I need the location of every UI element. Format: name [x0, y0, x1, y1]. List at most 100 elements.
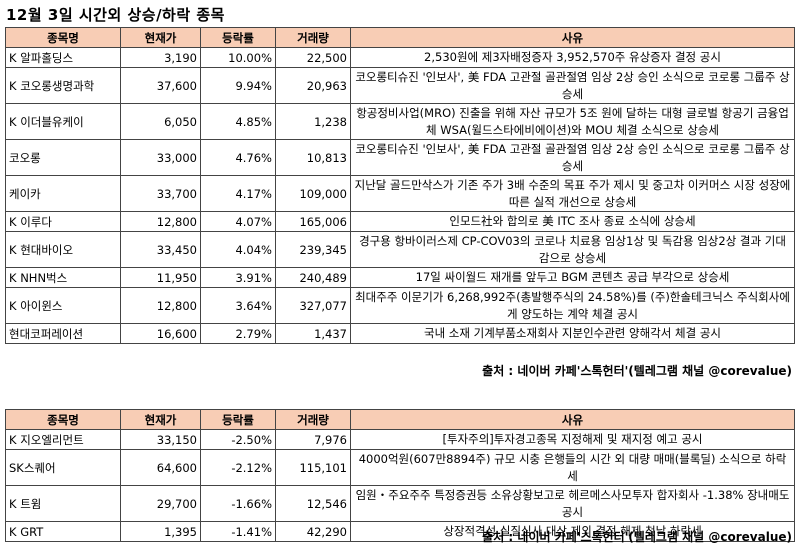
volume-cell: 115,101 — [275, 449, 351, 486]
volume-cell: 12,546 — [275, 485, 351, 522]
header-reason: 사유 — [350, 27, 795, 48]
price-cell: 33,150 — [120, 429, 201, 450]
reason-cell: 항공정비사업(MRO) 진출을 위해 자산 규모가 5조 원에 달하는 대형 글… — [350, 103, 795, 140]
stock-name-cell: K NHN벅스 — [5, 267, 121, 288]
page-title: 12월 3일 시간외 상승/하락 종목 — [6, 6, 225, 24]
reason-cell: 임원・주요주주 특정증권등 소유상황보고로 헤르메스사모투자 합자회사 -1.3… — [350, 485, 795, 522]
volume-cell: 42,290 — [275, 521, 351, 542]
table-row: 케이카 33,700 4.17% 109,000 지난달 골드만삭스가 기존 주가 3배… — [5, 175, 795, 212]
price-cell: 1,395 — [120, 521, 201, 542]
stock-name-cell: K 현대바이오 — [5, 231, 121, 268]
change-rate-cell: 4.76% — [200, 139, 276, 176]
change-rate-cell: 3.91% — [200, 267, 276, 288]
volume-cell: 20,963 — [275, 67, 351, 104]
change-rate-cell: 10.00% — [200, 47, 276, 68]
table-row: K NHN벅스 11,950 3.91% 240,489 17일 싸이월드 재개를 앞두… — [5, 267, 795, 288]
source-note: 출처 : 네이버 카페'스톡헌터'(텔레그램 채널 @corevalue) — [482, 530, 792, 544]
reason-cell: 2,530원에 제3자배정증자 3,952,570주 유상증자 결정 공시 — [350, 47, 795, 68]
reason-cell: 17일 싸이월드 재개를 앞두고 BGM 콘텐츠 공급 부각으로 상승세 — [350, 267, 795, 288]
table-row: K 이더블유케이 6,050 4.85% 1,238 항공정비사업(MRO) 진출을 위… — [5, 103, 795, 140]
volume-cell: 22,500 — [275, 47, 351, 68]
stock-name-cell: K 알파홀딩스 — [5, 47, 121, 68]
change-rate-cell: -2.12% — [200, 449, 276, 486]
header-price: 현재가 — [120, 27, 201, 48]
change-rate-cell: -2.50% — [200, 429, 276, 450]
change-rate-cell: 4.07% — [200, 211, 276, 232]
table-row: 현대코퍼레이션 16,600 2.79% 1,437 국내 소재 기계부품소재회사 지분… — [5, 323, 795, 344]
table-row: K 트윔 29,700 -1.66% 12,546 임원・주요주주 특정증권등 소유상황… — [5, 485, 795, 522]
header-name: 종목명 — [5, 27, 121, 48]
change-rate-cell: 2.79% — [200, 323, 276, 344]
reason-cell: 최대주주 이문기가 6,268,992주(총발행주식의 24.58%)를 (주)… — [350, 287, 795, 324]
stock-name-cell: 현대코퍼레이션 — [5, 323, 121, 344]
header-reason: 사유 — [350, 409, 795, 430]
price-cell: 12,800 — [120, 211, 201, 232]
falling-stocks-table: 종목명 현재가 등락률 거래량 사유 K 지오엘리먼트 33,150 -2.50% 7… — [5, 409, 795, 542]
table-row: K 알파홀딩스 3,190 10.00% 22,500 2,530원에 제3자배정증자 … — [5, 47, 795, 68]
reason-cell: 지난달 골드만삭스가 기존 주가 3배 수준의 목표 주가 제시 및 중고차 이… — [350, 175, 795, 212]
header-volume: 거래량 — [275, 409, 351, 430]
table-row: SK스퀘어 64,600 -2.12% 115,101 4000억원(607만8894주… — [5, 449, 795, 486]
header-name: 종목명 — [5, 409, 121, 430]
source-note: 출처 : 네이버 카페'스톡헌터'(텔레그램 채널 @corevalue) — [482, 364, 792, 378]
table-row: K 이루다 12,800 4.07% 165,006 인모드社와 합의로 美 ITC 조… — [5, 211, 795, 232]
change-rate-cell: 4.04% — [200, 231, 276, 268]
reason-cell: 코오롱티슈진 '인보사', 美 FDA 고관절 골관절염 임상 2상 승인 소식… — [350, 139, 795, 176]
stock-name-cell: K 이루다 — [5, 211, 121, 232]
table-header-row: 종목명 현재가 등락률 거래량 사유 — [5, 27, 795, 48]
change-rate-cell: 3.64% — [200, 287, 276, 324]
volume-cell: 1,238 — [275, 103, 351, 140]
reason-cell: 코오롱티슈진 '인보사', 美 FDA 고관절 골관절염 임상 2상 승인 소식… — [350, 67, 795, 104]
volume-cell: 239,345 — [275, 231, 351, 268]
header-price: 현재가 — [120, 409, 201, 430]
volume-cell: 10,813 — [275, 139, 351, 176]
header-change: 등락률 — [200, 27, 276, 48]
price-cell: 64,600 — [120, 449, 201, 486]
price-cell: 29,700 — [120, 485, 201, 522]
reason-cell: 경구용 항바이러스제 CP-COV03의 코로나 치료용 임상1상 및 독감용 … — [350, 231, 795, 268]
stock-name-cell: K 아이윈스 — [5, 287, 121, 324]
change-rate-cell: 4.17% — [200, 175, 276, 212]
volume-cell: 7,976 — [275, 429, 351, 450]
change-rate-cell: 4.85% — [200, 103, 276, 140]
price-cell: 12,800 — [120, 287, 201, 324]
table-row: 코오롱 33,000 4.76% 10,813 코오롱티슈진 '인보사', 美 FDA … — [5, 139, 795, 176]
price-cell: 33,700 — [120, 175, 201, 212]
table-row: K GRT 1,395 -1.41% 42,290 상장적격성 실질심사 대상 제외 결… — [5, 521, 795, 542]
stock-name-cell: K GRT — [5, 521, 121, 542]
header-change: 등락률 — [200, 409, 276, 430]
table-header-row: 종목명 현재가 등락률 거래량 사유 — [5, 409, 795, 430]
price-cell: 33,450 — [120, 231, 201, 268]
table-row: K 현대바이오 33,450 4.04% 239,345 경구용 항바이러스제 CP-C… — [5, 231, 795, 268]
price-cell: 37,600 — [120, 67, 201, 104]
table-row: K 코오롱생명과학 37,600 9.94% 20,963 코오롱티슈진 '인보사', … — [5, 67, 795, 104]
change-rate-cell: 9.94% — [200, 67, 276, 104]
volume-cell: 165,006 — [275, 211, 351, 232]
reason-cell: 인모드社와 합의로 美 ITC 조사 종료 소식에 상승세 — [350, 211, 795, 232]
price-cell: 3,190 — [120, 47, 201, 68]
stock-name-cell: K 코오롱생명과학 — [5, 67, 121, 104]
rising-stocks-table: 종목명 현재가 등락률 거래량 사유 K 알파홀딩스 3,190 10.00% 22,… — [5, 27, 795, 344]
reason-cell: 국내 소재 기계부품소재회사 지분인수관련 양해각서 체결 공시 — [350, 323, 795, 344]
stock-name-cell: K 지오엘리먼트 — [5, 429, 121, 450]
volume-cell: 327,077 — [275, 287, 351, 324]
reason-cell: 상장적격성 실질심사 대상 제외 결정 해제 첫날 하락세 — [350, 521, 795, 542]
change-rate-cell: -1.41% — [200, 521, 276, 542]
stock-name-cell: 코오롱 — [5, 139, 121, 176]
stock-name-cell: K 이더블유케이 — [5, 103, 121, 140]
stock-name-cell: K 트윔 — [5, 485, 121, 522]
price-cell: 16,600 — [120, 323, 201, 344]
change-rate-cell: -1.66% — [200, 485, 276, 522]
volume-cell: 240,489 — [275, 267, 351, 288]
price-cell: 33,000 — [120, 139, 201, 176]
stock-name-cell: 케이카 — [5, 175, 121, 212]
stock-name-cell: SK스퀘어 — [5, 449, 121, 486]
reason-cell: 4000억원(607만8894주) 규모 시충 은행들의 시간 외 대량 매매(… — [350, 449, 795, 486]
volume-cell: 1,437 — [275, 323, 351, 344]
table-row: K 지오엘리먼트 33,150 -2.50% 7,976 [투자주의]투자경고종목 지정… — [5, 429, 795, 450]
price-cell: 11,950 — [120, 267, 201, 288]
volume-cell: 109,000 — [275, 175, 351, 212]
reason-cell: [투자주의]투자경고종목 지정해제 및 재지정 예고 공시 — [350, 429, 795, 450]
table-row: K 아이윈스 12,800 3.64% 327,077 최대주주 이문기가 6,268,… — [5, 287, 795, 324]
price-cell: 6,050 — [120, 103, 201, 140]
